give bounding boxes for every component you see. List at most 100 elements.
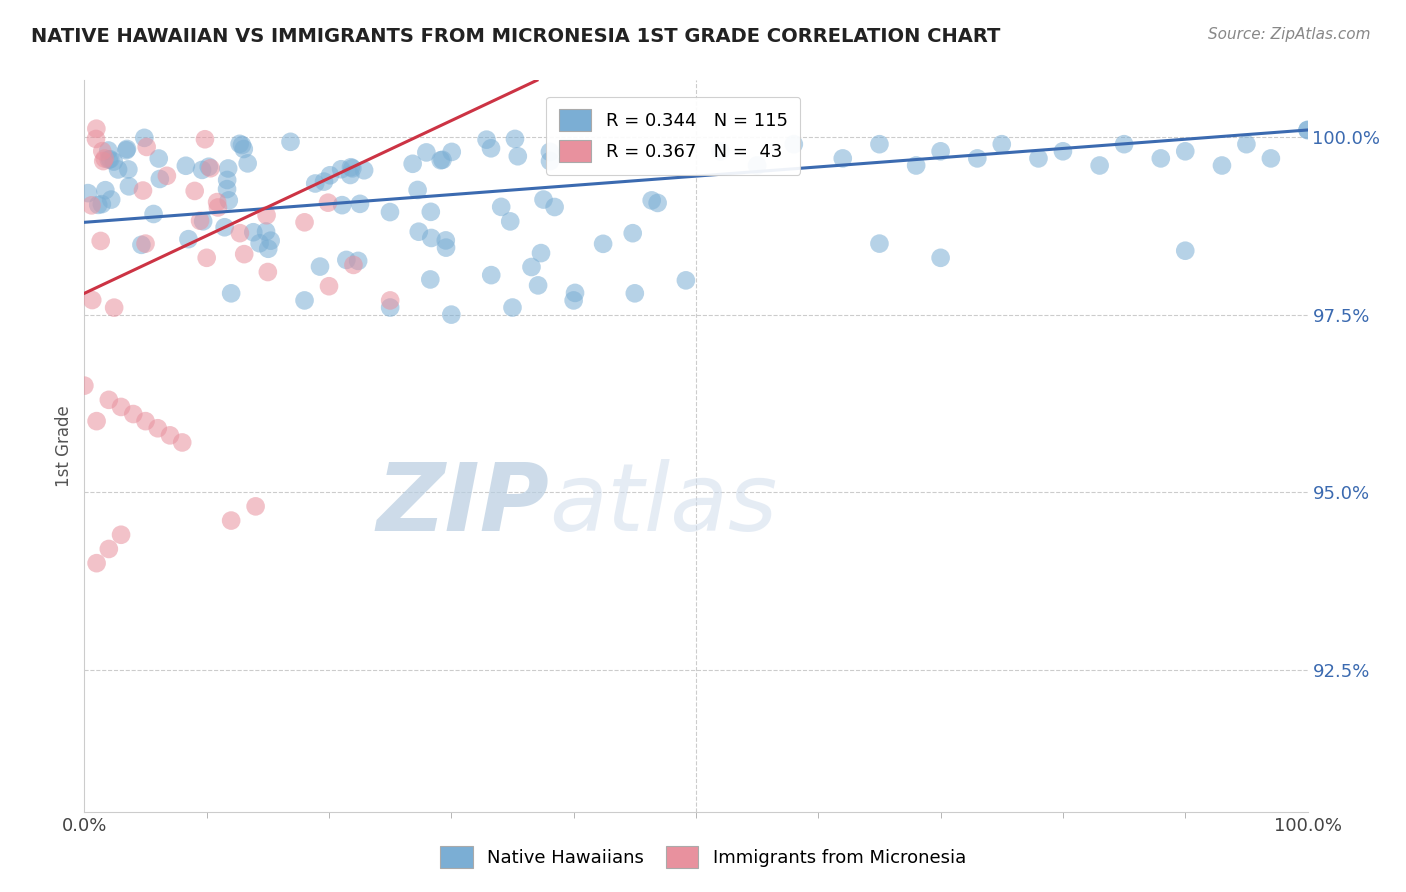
- Point: [257, 242, 280, 256]
- Point: [100, 193, 122, 207]
- Point: [340, 160, 363, 174]
- Point: [90, 234, 112, 248]
- Point: [132, 184, 155, 198]
- Point: [218, 194, 240, 208]
- Point: [80, 198, 103, 212]
- Point: [97, 144, 120, 158]
- Point: [146, 421, 169, 435]
- Point: [506, 149, 529, 163]
- Point: [228, 136, 250, 151]
- Point: [479, 141, 502, 155]
- Point: [1260, 152, 1282, 166]
- Point: [91, 154, 114, 169]
- Point: [94, 183, 117, 197]
- Point: [380, 293, 402, 308]
- Point: [747, 159, 769, 173]
- Point: [135, 140, 157, 154]
- Point: [249, 236, 271, 251]
- Point: [543, 200, 565, 214]
- Point: [564, 285, 586, 300]
- Point: [77, 186, 100, 200]
- Point: [1296, 123, 1319, 137]
- Point: [319, 168, 342, 182]
- Point: [97, 541, 120, 556]
- Point: [709, 145, 731, 159]
- Legend: R = 0.344   N = 115, R = 0.367   N =  43: R = 0.344 N = 115, R = 0.367 N = 43: [546, 96, 800, 175]
- Point: [86, 414, 108, 428]
- Point: [869, 137, 891, 152]
- Point: [195, 251, 218, 265]
- Text: NATIVE HAWAIIAN VS IMMIGRANTS FROM MICRONESIA 1ST GRADE CORRELATION CHART: NATIVE HAWAIIAN VS IMMIGRANTS FROM MICRO…: [31, 27, 1000, 45]
- Point: [440, 308, 463, 322]
- Point: [475, 133, 498, 147]
- Point: [159, 428, 181, 442]
- Point: [254, 225, 277, 239]
- Point: [420, 231, 443, 245]
- Point: [122, 407, 145, 421]
- Point: [280, 135, 302, 149]
- Point: [1150, 152, 1173, 166]
- Point: [330, 162, 353, 177]
- Point: [294, 293, 316, 308]
- Point: [647, 196, 669, 211]
- Point: [219, 514, 242, 528]
- Point: [527, 278, 550, 293]
- Point: [231, 138, 253, 153]
- Point: [110, 528, 132, 542]
- Point: [245, 500, 267, 514]
- Point: [342, 258, 364, 272]
- Point: [330, 198, 353, 212]
- Point: [107, 162, 129, 177]
- Point: [1052, 145, 1074, 159]
- Point: [624, 286, 647, 301]
- Point: [98, 153, 121, 167]
- Point: [309, 260, 332, 274]
- Point: [134, 131, 156, 145]
- Point: [142, 207, 165, 221]
- Point: [90, 197, 112, 211]
- Text: ZIP: ZIP: [377, 458, 550, 550]
- Point: [135, 236, 157, 251]
- Legend: Native Hawaiians, Immigrants from Micronesia: Native Hawaiians, Immigrants from Micron…: [429, 835, 977, 879]
- Point: [312, 175, 335, 189]
- Point: [242, 225, 264, 239]
- Point: [256, 208, 278, 222]
- Point: [621, 226, 644, 240]
- Point: [97, 392, 120, 407]
- Point: [191, 162, 214, 177]
- Point: [233, 247, 256, 261]
- Point: [408, 225, 430, 239]
- Y-axis label: 1st Grade: 1st Grade: [55, 405, 73, 487]
- Point: [110, 400, 132, 414]
- Point: [117, 162, 139, 177]
- Point: [115, 142, 138, 156]
- Point: [135, 414, 157, 428]
- Point: [440, 145, 463, 159]
- Point: [419, 272, 441, 286]
- Point: [217, 161, 239, 176]
- Point: [1296, 123, 1319, 137]
- Point: [183, 184, 205, 198]
- Point: [177, 232, 200, 246]
- Point: [318, 279, 340, 293]
- Point: [640, 194, 662, 208]
- Point: [675, 273, 697, 287]
- Point: [562, 293, 585, 308]
- Point: [520, 260, 543, 274]
- Point: [73, 378, 96, 392]
- Text: atlas: atlas: [550, 459, 778, 550]
- Point: [103, 301, 125, 315]
- Point: [905, 159, 928, 173]
- Point: [503, 132, 526, 146]
- Point: [342, 161, 364, 176]
- Point: [1114, 137, 1136, 152]
- Point: [415, 145, 437, 160]
- Point: [434, 241, 457, 255]
- Point: [103, 154, 125, 169]
- Point: [156, 169, 179, 183]
- Point: [217, 173, 239, 187]
- Point: [1028, 152, 1050, 166]
- Point: [93, 152, 115, 166]
- Point: [429, 153, 451, 168]
- Text: Source: ZipAtlas.com: Source: ZipAtlas.com: [1208, 27, 1371, 42]
